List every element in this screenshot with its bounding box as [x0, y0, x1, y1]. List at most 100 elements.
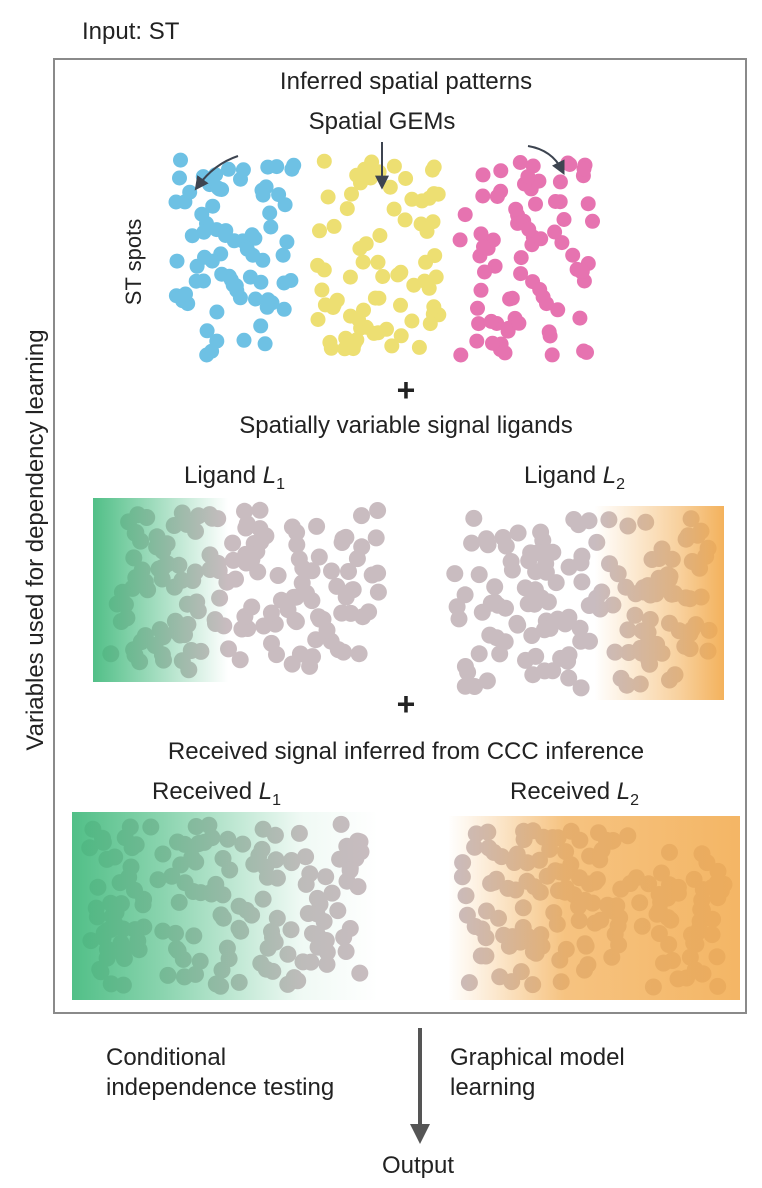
pink-spot	[554, 235, 570, 251]
received1-panel	[72, 812, 378, 1000]
yellow-spot	[425, 214, 441, 230]
yellow-spot	[372, 228, 388, 243]
pink-spot	[533, 231, 549, 247]
yellow-spot	[312, 223, 327, 239]
pink-spot	[550, 302, 566, 318]
blue-spot	[276, 301, 292, 317]
pink-spot	[576, 161, 592, 177]
yellow-spot	[310, 312, 326, 327]
pink-spot	[574, 263, 590, 279]
yellow-spot	[329, 292, 345, 308]
pink-spot	[452, 232, 468, 248]
blue-spot	[248, 291, 263, 307]
blue-spot	[196, 224, 212, 240]
blue-spot	[279, 234, 295, 250]
pink-spot	[562, 157, 578, 172]
ligand2-gradient	[436, 506, 724, 700]
yellow-spot	[418, 254, 434, 270]
ligand2-panel	[436, 506, 724, 700]
yellow-spot	[370, 325, 386, 341]
blue-spot	[276, 275, 292, 291]
pink-spot	[453, 347, 469, 363]
gems-title: Spatial GEMs	[308, 108, 456, 135]
yellow-spot	[397, 212, 413, 228]
yellow-spot	[428, 269, 444, 285]
blue-spot	[236, 332, 252, 348]
yellow-spot	[326, 218, 342, 234]
patterns-title: Inferred spatial patterns	[279, 68, 533, 95]
pink-spot	[457, 207, 473, 223]
pink-spot	[552, 174, 568, 190]
blue-spot	[188, 273, 204, 289]
plus-sign-1: +	[396, 372, 416, 408]
blue-spot	[210, 180, 226, 196]
pink-spot	[556, 212, 572, 227]
yellow-spot	[314, 282, 330, 298]
left-method-line2: independence testing	[106, 1074, 335, 1101]
blue-spot	[197, 249, 212, 265]
pink-spot	[528, 196, 543, 212]
right-method-line1: Graphical model	[450, 1044, 625, 1071]
ligand1-panel	[93, 498, 393, 682]
yellow-spot	[343, 308, 358, 324]
received1-gradient	[72, 812, 378, 1000]
yellow-spot	[411, 339, 427, 355]
blue-spot	[204, 343, 220, 359]
yellow-spot	[406, 277, 422, 293]
pink-spot	[572, 310, 588, 326]
pink-spot	[521, 221, 537, 237]
blue-spot	[172, 170, 187, 186]
yellow-spot	[393, 265, 408, 281]
pink-spot	[500, 323, 516, 339]
pink-spot	[542, 328, 558, 344]
blue-spot	[262, 205, 278, 221]
yellow-spot	[375, 269, 391, 284]
blue-spot	[255, 187, 271, 203]
pink-spot	[511, 315, 527, 331]
pink-spot	[473, 226, 489, 242]
yellow-spot	[386, 158, 402, 174]
yellow-spot	[355, 254, 371, 270]
ligand1-gradient	[93, 498, 393, 682]
left-method-line1: Conditional	[106, 1044, 227, 1071]
pink-spot	[513, 250, 529, 266]
plus-sign-2: +	[396, 686, 416, 722]
blue-spot	[209, 304, 225, 320]
pink-spot	[504, 290, 520, 306]
blue-spot	[269, 159, 285, 175]
blue-spot	[253, 318, 269, 334]
blue-spot	[277, 197, 293, 213]
received2-gradient	[448, 816, 740, 1000]
blue-spot	[226, 233, 242, 249]
yellow-spot	[421, 280, 437, 296]
yellow-spot	[384, 338, 400, 354]
right-method-line2: learning	[450, 1074, 536, 1101]
pink-spot	[489, 189, 505, 204]
yellow-spot	[393, 328, 409, 344]
curved-arrow-left-icon	[194, 155, 239, 191]
pink-spot	[485, 335, 500, 351]
pink-spot	[520, 169, 536, 185]
variables-frame	[53, 58, 747, 1014]
yellow-spot	[356, 302, 371, 318]
blue-spot	[259, 299, 275, 315]
blue-spot	[205, 198, 221, 214]
blue-spot	[169, 253, 185, 269]
blue-spot	[221, 161, 236, 177]
ligand2-label: Ligand L2	[524, 462, 626, 493]
yellow-spot	[404, 313, 420, 329]
blue-spot	[184, 228, 200, 244]
pink-spot	[508, 201, 524, 217]
pink-spot	[471, 316, 487, 332]
yellow-spot	[398, 171, 414, 186]
pink-spot	[513, 266, 529, 282]
blue-spot	[182, 184, 198, 200]
yellow-spot	[371, 290, 387, 306]
pink-spot	[548, 194, 563, 209]
pink-spot	[475, 167, 491, 183]
pink-spot	[469, 333, 485, 349]
curved-arrow-right-icon	[527, 145, 565, 176]
yellow-spot	[404, 191, 420, 207]
yellow-spot	[370, 254, 386, 270]
